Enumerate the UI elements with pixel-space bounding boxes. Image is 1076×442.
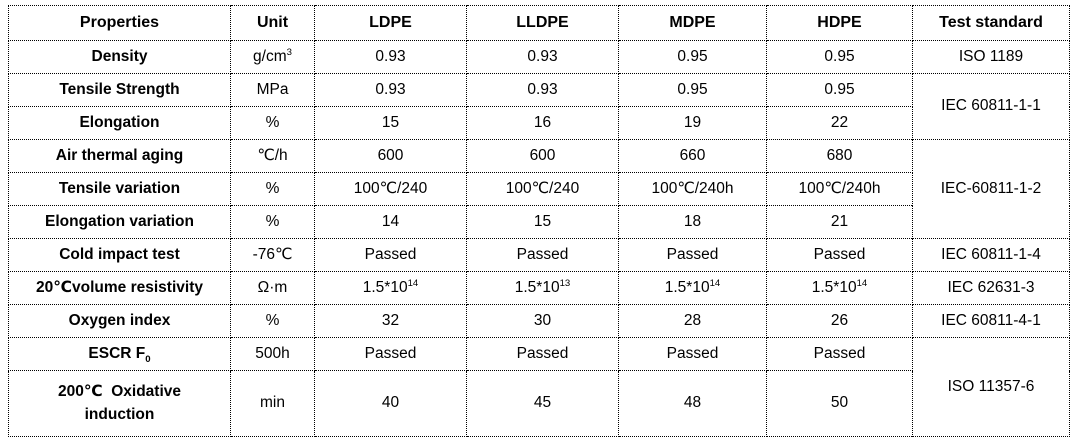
table-row: Oxygen index% 32 30 28 26 IEC 60811-4-1 xyxy=(8,304,1070,338)
cell-value: 1.5*1014 xyxy=(314,271,467,305)
cell-value: 0.95 xyxy=(766,40,913,74)
header-cell-test-standard: Test standard xyxy=(912,5,1070,41)
table-row: 200℃ Oxidative induction min 40 45 48 50 xyxy=(8,370,1070,437)
cell-value: 21 xyxy=(766,205,913,239)
cell-value: 22 xyxy=(766,106,913,140)
cell-standard: IEC 60811-1-4 xyxy=(912,238,1070,272)
cell-standard: IEC 62631-3 xyxy=(912,271,1070,305)
cell-value: 40 xyxy=(314,370,467,437)
header-cell-hdpe: HDPE xyxy=(766,5,913,41)
cell-unit: min xyxy=(230,370,315,437)
cell-property: Air thermal aging xyxy=(8,139,231,173)
header-cell-lldpe: LLDPE xyxy=(466,5,619,41)
cell-standard: IEC-60811-1-2 xyxy=(912,139,1070,239)
cell-property: Tensile variation xyxy=(8,172,231,206)
cell-value: 14 xyxy=(314,205,467,239)
cell-value: 26 xyxy=(766,304,913,338)
cell-unit: % xyxy=(230,172,315,206)
cell-property: Cold impact test xyxy=(8,238,231,272)
cell-value: 100℃/240 xyxy=(466,172,619,206)
cell-value: Passed xyxy=(466,238,619,272)
cell-value: 18 xyxy=(618,205,767,239)
cell-value: Passed xyxy=(314,337,467,371)
cell-value: 660 xyxy=(618,139,767,173)
cell-value: 16 xyxy=(466,106,619,140)
cell-value: 100℃/240 xyxy=(314,172,467,206)
cell-value: 0.93 xyxy=(466,40,619,74)
table-row: Cold impact test -76℃ Passed Passed Passed Pa… xyxy=(8,238,1070,272)
cell-value: 0.93 xyxy=(466,73,619,107)
cell-property: 20℃volume resistivity xyxy=(8,271,231,305)
cell-unit: ℃/h xyxy=(230,139,315,173)
cell-value: 0.93 xyxy=(314,40,467,74)
cell-property: Elongation variation xyxy=(8,205,231,239)
cell-standard: ISO 1189 xyxy=(912,40,1070,74)
header-cell-unit: Unit xyxy=(230,5,315,41)
cell-unit: % xyxy=(230,304,315,338)
cell-property: Elongation xyxy=(8,106,231,140)
cell-value: 0.95 xyxy=(766,73,913,107)
cell-value: Passed xyxy=(466,337,619,371)
cell-value: 1.5*1013 xyxy=(466,271,619,305)
cell-value: Passed xyxy=(618,238,767,272)
cell-unit: % xyxy=(230,205,315,239)
cell-property: ESCR F0 xyxy=(8,337,231,371)
cell-unit: Ω·m xyxy=(230,271,315,305)
table-body: Density g/cm3 0.93 0.93 0.95 0.95 ISO 1189 Tens… xyxy=(8,40,1070,437)
cell-value: 15 xyxy=(466,205,619,239)
cell-value: 15 xyxy=(314,106,467,140)
table-row: Tensile variation% 100℃/240 100℃/240 100℃/2… xyxy=(8,172,1070,206)
cell-unit: MPa xyxy=(230,73,315,107)
cell-value: 680 xyxy=(766,139,913,173)
table-row: Elongation variation% 14 15 18 21 xyxy=(8,205,1070,239)
cell-value: 28 xyxy=(618,304,767,338)
header-cell-ldpe: LDPE xyxy=(314,5,467,41)
cell-value: 1.5*1014 xyxy=(766,271,913,305)
cell-property: Density xyxy=(8,40,231,74)
cell-value: 32 xyxy=(314,304,467,338)
cell-value: 30 xyxy=(466,304,619,338)
cell-unit: 500h xyxy=(230,337,315,371)
cell-property: Tensile Strength xyxy=(8,73,231,107)
cell-value: 48 xyxy=(618,370,767,437)
cell-unit: g/cm3 xyxy=(230,40,315,74)
cell-property: 200℃ Oxidative induction xyxy=(8,370,231,437)
cell-standard: ISO 11357-6 xyxy=(912,337,1070,437)
pe-properties-table: Properties Unit LDPE LLDPE MDPE HDPE Tes… xyxy=(8,5,1070,437)
cell-standard: IEC 60811-4-1 xyxy=(912,304,1070,338)
cell-value: 600 xyxy=(466,139,619,173)
cell-value: Passed xyxy=(314,238,467,272)
table-row: Tensile Strength MPa 0.93 0.93 0.95 0.95 IEC 6… xyxy=(8,73,1070,140)
cell-unit: -76℃ xyxy=(230,238,315,272)
cell-value: Passed xyxy=(766,337,913,371)
header-row: Properties Unit LDPE LLDPE MDPE HDPE Tes… xyxy=(8,5,1070,41)
cell-value: 45 xyxy=(466,370,619,437)
cell-property: Oxygen index xyxy=(8,304,231,338)
cell-standard: IEC 60811-1-1 xyxy=(912,73,1070,140)
cell-value: 0.95 xyxy=(618,73,767,107)
table-row: Air thermal aging ℃/h 600 600 660 680 IEC-6081… xyxy=(8,139,1070,239)
cell-value: 19 xyxy=(618,106,767,140)
header-cell-properties: Properties xyxy=(8,5,231,41)
table-row: ESCR F0 500h Passed Passed Passed Passed ISO 1… xyxy=(8,337,1070,437)
header-cell-mdpe: MDPE xyxy=(618,5,767,41)
cell-value: 50 xyxy=(766,370,913,437)
table-row: Elongation% 15 16 19 22 xyxy=(8,106,1070,140)
cell-value: 1.5*1014 xyxy=(618,271,767,305)
cell-value: 100℃/240h xyxy=(766,172,913,206)
cell-value: 100℃/240h xyxy=(618,172,767,206)
cell-value: Passed xyxy=(618,337,767,371)
table-row: 20℃volume resistivity Ω·m 1.5*1014 1.5*1013… xyxy=(8,271,1070,305)
cell-value: 600 xyxy=(314,139,467,173)
cell-value: 0.93 xyxy=(314,73,467,107)
cell-value: Passed xyxy=(766,238,913,272)
table-row: Density g/cm3 0.93 0.93 0.95 0.95 ISO 1189 xyxy=(8,40,1070,74)
cell-unit: % xyxy=(230,106,315,140)
cell-value: 0.95 xyxy=(618,40,767,74)
